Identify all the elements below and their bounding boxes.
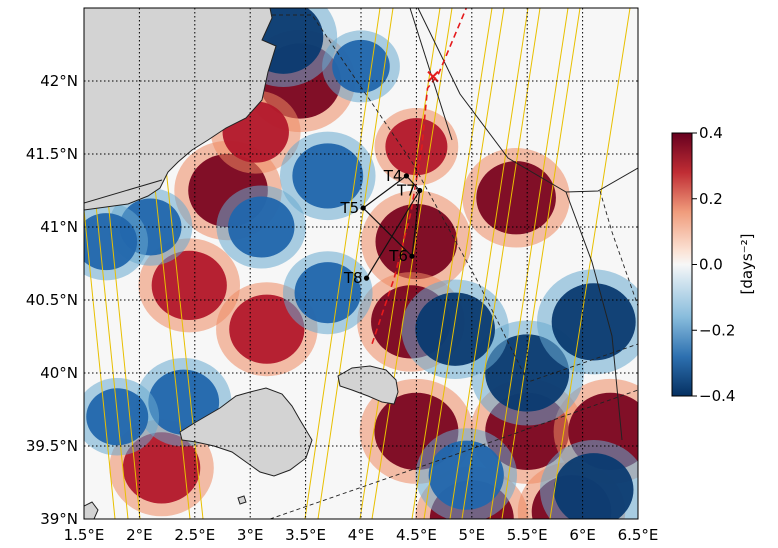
colorbar-tick-label: 0.0: [699, 256, 723, 274]
iberian-coast: [84, 8, 277, 211]
cross-stroke: [427, 70, 439, 83]
longitude-label: 6.5°E: [618, 526, 659, 544]
cross-marker: [427, 70, 439, 83]
station-label: T6: [388, 247, 408, 265]
station-label: T8: [343, 269, 363, 287]
station-connector: [362, 175, 407, 209]
colorbar-label: [days⁻²]: [738, 233, 756, 294]
negative-eddy: [415, 292, 495, 366]
latitude-label: 41°N: [40, 218, 78, 236]
positive-eddy: [122, 432, 201, 504]
menorca-island: [337, 365, 399, 405]
longitude-label: 5.5°E: [507, 526, 548, 544]
positive-eddy: [385, 118, 448, 176]
longitude-label: 6°E: [569, 526, 596, 544]
colorbar-tick-label: −0.2: [699, 321, 735, 339]
longitude-label: 4°E: [348, 526, 375, 544]
ship-track: [371, 8, 468, 345]
ibiza-island: [84, 501, 99, 519]
longitude-tick-labels: 1.5°E 2°E 2.5°E 3°E 3.5°E 4°E 4.5°E 5°E 5.5°E 6°E…: [64, 526, 659, 544]
station-marker: [403, 173, 410, 179]
negative-eddy: [428, 440, 504, 510]
station-lines: [362, 175, 421, 279]
latitude-label: 39°N: [40, 510, 78, 528]
colorbar: 0.4 0.2 0.0 −0.2 −0.4 [days⁻²]: [671, 124, 756, 405]
station-marker: [409, 253, 415, 259]
mallorca-island: [179, 387, 313, 477]
colorbar-gradient: [671, 132, 693, 397]
latitude-label: 42°N: [40, 72, 78, 90]
negative-eddy: [553, 453, 634, 519]
station-label: T5: [339, 199, 359, 217]
colorbar-tick-label: −0.4: [699, 387, 735, 405]
longitude-label: 2.5°E: [174, 526, 215, 544]
longitude-label: 4.5°E: [396, 526, 437, 544]
station-label: T7: [396, 182, 416, 200]
station-marker: [417, 187, 423, 194]
latitude-label: 41.5°N: [26, 145, 78, 163]
station-marker: [360, 205, 366, 211]
station-connector: [405, 175, 421, 191]
latitude-label: 40°N: [40, 364, 78, 382]
solid-boundaries: [84, 8, 638, 441]
positive-eddy: [229, 294, 305, 364]
positive-eddy: [375, 203, 458, 280]
positive-eddy: [151, 250, 227, 320]
colorbar-ticks: 0.4 0.2 0.0 −0.2 −0.4: [692, 124, 735, 405]
satellite-swaths: [84, 8, 631, 519]
colorbar-tick-label: 0.4: [699, 124, 723, 142]
dashed-boundaries: [269, 14, 638, 519]
longitude-label: 1.5°E: [64, 526, 105, 544]
latitude-tick-labels: 39°N 39.5°N 40°N 40.5°N 41°N 41.5°N 42°N: [26, 72, 78, 528]
longitude-label: 2°E: [126, 526, 153, 544]
positive-eddy: [476, 161, 556, 235]
longitude-label: 3°E: [237, 526, 264, 544]
station-label: T4: [383, 167, 403, 185]
map-frame: [83, 7, 639, 520]
latitude-label: 40.5°N: [26, 291, 78, 309]
station-marker: [363, 275, 370, 281]
graticule: [84, 8, 638, 519]
station-connector: [366, 190, 421, 279]
station-connector: [411, 190, 421, 257]
colorbar-tick-label: 0.2: [699, 190, 723, 208]
latitude-label: 39.5°N: [26, 437, 78, 455]
negative-eddy: [292, 143, 364, 209]
negative-eddy: [551, 283, 636, 361]
cabrera-islet: [237, 495, 247, 505]
land-masses: [84, 8, 399, 519]
longitude-label: 3.5°E: [285, 526, 326, 544]
longitude-label: 5°E: [459, 526, 486, 544]
negative-eddy: [332, 39, 390, 93]
negative-eddy: [294, 262, 361, 324]
station-connector: [362, 207, 413, 257]
